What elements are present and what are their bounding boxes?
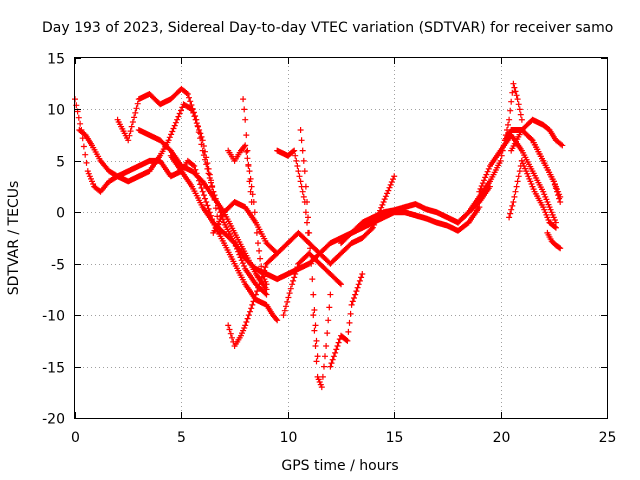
data-series-arc-13 [280, 250, 344, 319]
y-tick-label: -15 [42, 361, 65, 377]
data-marks [72, 80, 566, 391]
data-series-arc-7 [225, 142, 270, 288]
data-series-arc-18 [476, 132, 559, 226]
data-series-arc-22 [518, 127, 564, 205]
data-series-arc-24 [506, 157, 525, 221]
data-series-arc-12 [310, 291, 334, 391]
x-tick-label: 0 [71, 430, 80, 446]
x-tick-label: 5 [177, 430, 186, 446]
data-series-arc-5 [167, 152, 376, 283]
y-axis-ticks: -20 -15 -10 -5 0 5 10 15 [42, 52, 607, 428]
x-tick-label: 10 [280, 430, 298, 446]
data-series-arc-16 [348, 204, 483, 236]
data-series-arc-10 [274, 147, 313, 247]
y-tick-label: 5 [56, 155, 65, 171]
data-series-arc-14 [327, 271, 366, 370]
grid-lines [75, 58, 607, 418]
y-axis-label: SDTVAR / TECUs [6, 181, 22, 296]
x-tick-label: 25 [599, 430, 617, 446]
data-series-arc-2 [76, 101, 223, 236]
data-series-arc-17 [455, 80, 525, 226]
y-tick-label: 10 [47, 103, 65, 119]
data-series-arc-3 [114, 85, 270, 298]
chart-title: Day 193 of 2023, Sidereal Day-to-day VTE… [42, 20, 613, 36]
y-tick-label: 0 [56, 206, 65, 222]
x-axis-ticks: 0 5 10 15 20 25 [71, 58, 616, 446]
y-tick-label: -5 [51, 258, 65, 274]
data-series-arc-23 [544, 229, 564, 252]
data-series-arc-11 [297, 127, 321, 360]
x-axis-label: GPS time / hours [281, 458, 398, 474]
y-tick-label: -10 [42, 309, 65, 325]
data-series-arc-9 [225, 250, 281, 349]
y-tick-label: -20 [42, 412, 65, 428]
data-series-arc-8 [240, 96, 255, 205]
y-tick-label: 15 [47, 52, 65, 68]
plot-frame [74, 57, 608, 419]
x-tick-label: 20 [493, 430, 511, 446]
x-tick-label: 15 [386, 430, 404, 446]
